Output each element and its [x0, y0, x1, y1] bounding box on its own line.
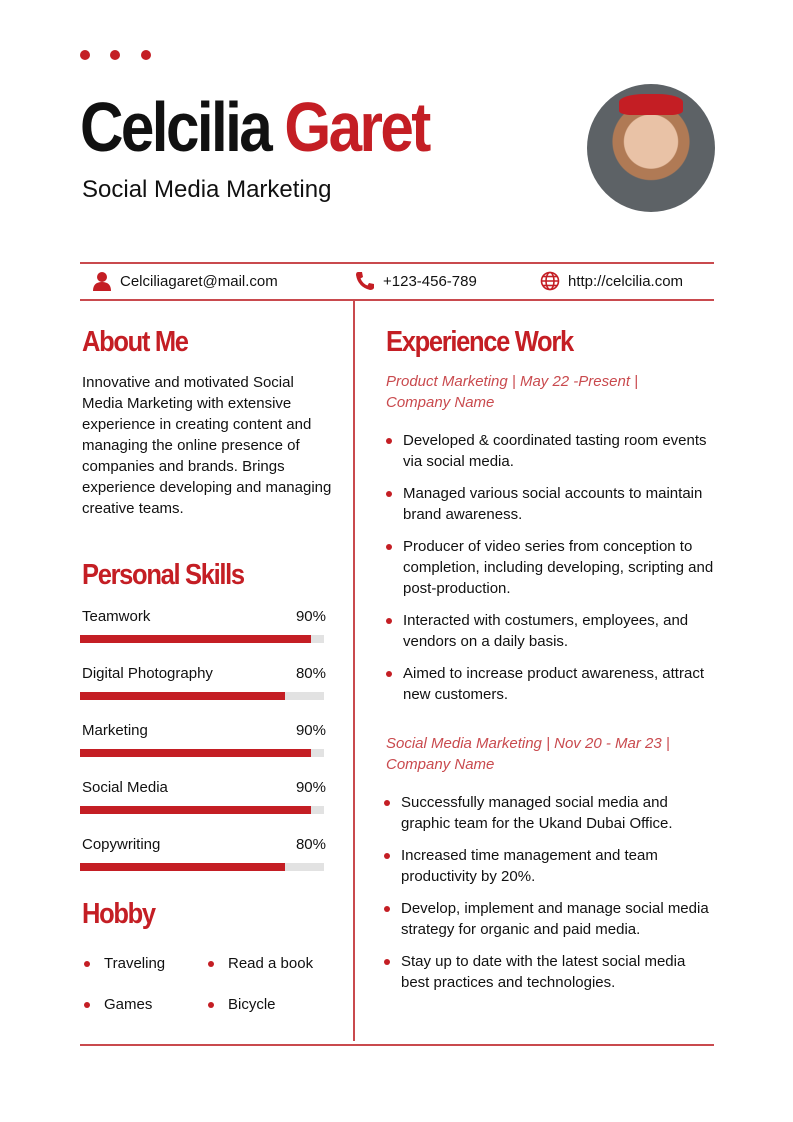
skill-bar-fill	[80, 863, 285, 871]
skill-label: Marketing	[82, 722, 148, 739]
skill-item: Marketing 90%	[80, 722, 326, 757]
job-title: Social Media Marketing	[82, 176, 332, 203]
skill-bar-fill	[80, 692, 285, 700]
decor-dot	[80, 50, 90, 60]
list-item: Develop, implement and manage social med…	[384, 898, 714, 940]
name-heading: Celcilia Garet	[80, 92, 431, 162]
skill-item: Copywriting 80%	[80, 836, 326, 871]
skill-percent: 90%	[295, 608, 326, 625]
hobby-heading: Hobby	[82, 898, 156, 930]
about-heading: About Me	[82, 326, 189, 358]
list-item: Developed & coordinated tasting room eve…	[386, 430, 716, 472]
list-item: Stay up to date with the latest social m…	[384, 951, 714, 993]
skills-heading: Personal Skills	[82, 559, 245, 591]
skill-percent: 90%	[295, 722, 326, 739]
hobby-item: Bicycle	[208, 996, 276, 1013]
contact-website[interactable]: http://celcilia.com	[540, 271, 683, 291]
phone-icon	[356, 272, 374, 290]
skill-bar	[80, 692, 324, 700]
skill-label: Digital Photography	[82, 665, 213, 682]
decor-dot	[141, 50, 151, 60]
hobby-item: Read a book	[208, 955, 313, 972]
skill-percent: 80%	[295, 665, 326, 682]
skill-percent: 90%	[295, 779, 326, 796]
skill-item: Digital Photography 80%	[80, 665, 326, 700]
list-item: Aimed to increase product awareness, att…	[386, 663, 716, 705]
experience-heading: Experience Work	[386, 326, 574, 358]
person-icon	[93, 272, 111, 291]
job-2-points: Successfully managed social media and gr…	[384, 792, 714, 1004]
list-item: Successfully managed social media and gr…	[384, 792, 714, 834]
skill-percent: 80%	[295, 836, 326, 853]
email-text: Celciliagaret@mail.com	[120, 272, 278, 290]
job-title-1: Product Marketing | May 22 -Present | Co…	[386, 373, 639, 411]
website-text: http://celcilia.com	[568, 272, 684, 290]
skill-label: Teamwork	[82, 608, 151, 625]
skill-item: Social Media 90%	[80, 779, 326, 814]
skill-bar	[80, 749, 324, 757]
list-item: Increased time management and team produ…	[384, 845, 714, 887]
list-item: Producer of video series from conception…	[386, 536, 716, 599]
list-item: Managed various social accounts to maint…	[386, 483, 716, 525]
list-item: Interacted with costumers, employees, an…	[386, 610, 716, 652]
column-divider	[353, 300, 355, 1041]
job-1-points: Developed & coordinated tasting room eve…	[386, 430, 716, 716]
decor-dot	[110, 50, 120, 60]
skill-bar	[80, 806, 324, 814]
skill-bar-fill	[80, 635, 311, 643]
skill-bar	[80, 635, 324, 643]
job-title-2: Social Media Marketing | Nov 20 - Mar 23…	[386, 735, 670, 773]
divider	[80, 262, 714, 264]
divider	[80, 299, 714, 301]
hobby-item: Games	[84, 996, 152, 1013]
skill-bar-fill	[80, 749, 311, 757]
profile-photo	[587, 84, 715, 212]
contact-phone[interactable]: +123-456-789	[355, 271, 477, 291]
phone-text: +123-456-789	[383, 272, 477, 290]
last-name: Garet	[284, 88, 431, 166]
skill-bar	[80, 863, 324, 871]
skill-label: Social Media	[82, 779, 168, 796]
globe-icon	[540, 271, 560, 291]
divider	[80, 1044, 714, 1046]
hobby-item: Traveling	[84, 955, 165, 972]
skill-bar-fill	[80, 806, 311, 814]
skill-label: Copywriting	[82, 836, 161, 853]
contact-email[interactable]: Celciliagaret@mail.com	[92, 271, 278, 291]
skill-item: Teamwork 90%	[80, 608, 326, 643]
about-text: Innovative and motivated Social Media Ma…	[82, 374, 332, 517]
first-name: Celcilia	[80, 88, 273, 166]
